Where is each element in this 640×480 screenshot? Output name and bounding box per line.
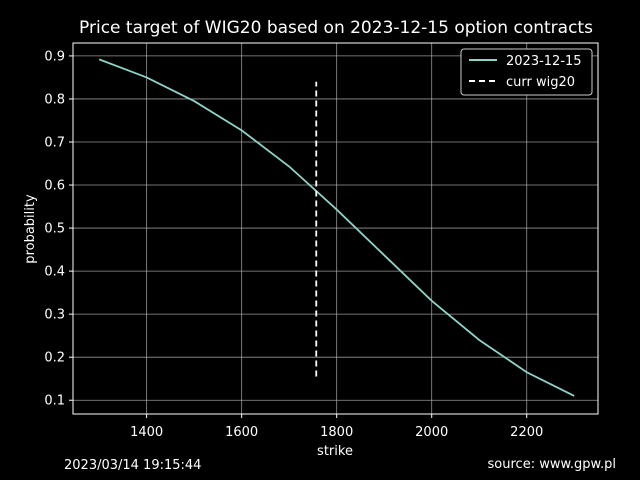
chart-title: Price target of WIG20 based on 2023-12-1…	[79, 18, 593, 38]
y-tick-label: 0.8	[44, 92, 65, 107]
y-tick-label: 0.4	[44, 265, 65, 280]
y-tick-label: 0.1	[44, 394, 65, 409]
y-axis-label: probability	[23, 194, 38, 264]
grid	[73, 43, 598, 414]
x-tick-label: 1400	[130, 425, 163, 440]
source-credit: source: www.gpw.pl	[487, 457, 616, 472]
x-tick-label: 2000	[415, 425, 448, 440]
timestamp: 2023/03/14 19:15:44	[64, 458, 202, 473]
x-tick-label: 1600	[225, 425, 258, 440]
y-tick-label: 0.2	[44, 351, 65, 366]
legend: 2023-12-15 curr wig20	[460, 48, 593, 96]
ticks: 1400 1600 1800 2000 2200 0.1 0.2 0.3 0.4 0.5 0.6 0.…	[44, 49, 543, 440]
legend-label-forecast: 2023-12-15	[506, 54, 582, 69]
legend-label-current: curr wig20	[506, 75, 575, 90]
x-tick-label: 1800	[320, 425, 353, 440]
y-tick-label: 0.3	[44, 308, 65, 323]
x-tick-label: 2200	[510, 425, 543, 440]
series-line-forecast	[98, 58, 575, 397]
x-axis-label: strike	[317, 444, 353, 459]
y-tick-label: 0.9	[44, 49, 65, 64]
y-tick-label: 0.5	[44, 222, 65, 237]
y-tick-label: 0.7	[44, 135, 65, 150]
series-layer	[98, 58, 575, 397]
y-tick-label: 0.6	[44, 179, 65, 194]
